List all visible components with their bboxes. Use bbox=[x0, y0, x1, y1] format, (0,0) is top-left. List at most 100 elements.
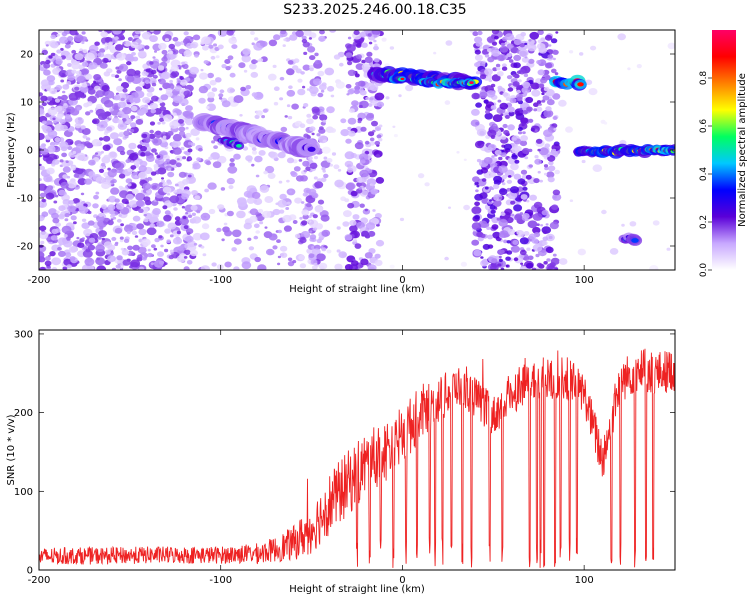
heatmap-blob bbox=[309, 126, 316, 132]
heatmap-blob bbox=[288, 85, 293, 89]
heatmap-blob bbox=[356, 221, 365, 229]
heatmap-blob bbox=[333, 164, 340, 170]
heatmap-blob bbox=[98, 120, 108, 129]
heatmap-blob bbox=[303, 133, 309, 138]
heatmap-blob bbox=[136, 257, 141, 261]
heatmap-blob bbox=[168, 50, 174, 55]
heatmap-blob bbox=[365, 222, 376, 230]
heatmap-blob bbox=[490, 209, 496, 214]
heatmap-blob bbox=[179, 217, 189, 226]
heatmap-blob bbox=[161, 177, 164, 180]
heatmap-blob bbox=[175, 162, 182, 168]
heatmap-blob bbox=[174, 183, 179, 187]
heatmap-blob bbox=[118, 63, 129, 72]
heatmap-blob bbox=[174, 216, 181, 221]
heatmap-blob bbox=[185, 212, 189, 215]
heatmap-blob bbox=[609, 248, 619, 255]
heatmap-blob bbox=[95, 191, 100, 195]
heatmap-blob bbox=[550, 38, 558, 44]
heatmap-blob bbox=[522, 213, 530, 219]
heatmap-blob bbox=[145, 68, 151, 73]
heatmap-blob bbox=[65, 84, 69, 87]
heatmap-blob bbox=[135, 86, 143, 92]
heatmap-blob bbox=[496, 71, 504, 77]
heatmap-blob bbox=[500, 42, 505, 47]
heatmap-blob bbox=[541, 209, 549, 216]
heatmap-blob bbox=[649, 265, 659, 270]
heatmap-blob bbox=[346, 93, 350, 96]
heatmap-blob bbox=[526, 199, 530, 203]
heatmap-blob bbox=[512, 81, 520, 87]
heatmap-blob bbox=[483, 99, 489, 104]
heatmap-blob bbox=[507, 175, 512, 178]
heatmap-blob bbox=[159, 117, 165, 122]
heatmap-blob bbox=[217, 44, 224, 50]
heatmap-blob bbox=[68, 92, 79, 101]
heatmap-blob bbox=[123, 40, 132, 47]
heatmap-blob bbox=[537, 30, 544, 35]
heatmap-blob bbox=[558, 99, 567, 107]
heatmap-blob bbox=[506, 250, 513, 255]
heatmap-blob bbox=[126, 68, 136, 77]
heatmap-blob bbox=[374, 259, 383, 267]
heatmap-blob bbox=[306, 202, 312, 208]
heatmap-blob bbox=[245, 85, 252, 90]
heatmap-blob bbox=[81, 237, 85, 240]
heatmap-blob bbox=[169, 234, 174, 238]
heatmap-blob bbox=[49, 251, 56, 257]
heatmap-blob bbox=[318, 35, 326, 42]
heatmap-blob bbox=[345, 182, 356, 191]
heatmap-blob bbox=[207, 182, 217, 190]
heatmap-blob bbox=[216, 227, 222, 233]
heatmap-blob bbox=[532, 226, 541, 234]
heatmap-blob bbox=[282, 214, 292, 223]
heatmap-blob bbox=[327, 85, 335, 92]
heatmap-blob bbox=[343, 210, 352, 218]
heatmap-blob bbox=[81, 82, 88, 88]
heatmap-blob bbox=[164, 228, 172, 234]
heatmap-blob bbox=[210, 55, 216, 60]
heatmap-blob bbox=[251, 147, 257, 151]
heatmap-blob bbox=[78, 206, 89, 214]
heatmap-blob bbox=[309, 234, 317, 240]
heatmap-blob bbox=[501, 182, 506, 186]
heatmap-blob bbox=[76, 236, 80, 240]
heatmap-blob bbox=[72, 150, 77, 155]
heatmap-blob bbox=[471, 206, 482, 215]
heatmap-blob bbox=[516, 230, 523, 236]
heatmap-blob bbox=[39, 266, 46, 270]
heatmap-blob bbox=[537, 39, 543, 44]
heatmap-blob bbox=[389, 264, 395, 269]
heatmap-blob bbox=[321, 146, 331, 154]
heatmap-blob bbox=[175, 188, 183, 195]
heatmap-blob bbox=[147, 252, 153, 258]
heatmap-blob bbox=[229, 162, 236, 167]
heatmap-blob bbox=[277, 199, 288, 208]
heatmap-blob bbox=[69, 256, 76, 261]
heatmap-blob bbox=[115, 264, 121, 269]
heatmap-blob bbox=[120, 223, 124, 227]
heatmap-blob bbox=[118, 173, 126, 179]
heatmap-blob bbox=[183, 266, 190, 270]
heatmap-blob bbox=[173, 95, 183, 104]
heatmap-blob bbox=[150, 69, 157, 75]
heatmap-blob bbox=[157, 121, 161, 125]
heatmap-blob bbox=[277, 151, 286, 159]
heatmap-blob bbox=[544, 34, 553, 41]
heatmap-blob bbox=[116, 218, 122, 223]
heatmap-blob bbox=[552, 116, 558, 120]
heatmap-blob bbox=[298, 159, 303, 162]
heatmap-blob bbox=[360, 258, 369, 266]
heatmap-blob bbox=[40, 148, 49, 155]
heatmap-blob bbox=[192, 163, 201, 170]
heatmap-blob bbox=[491, 74, 501, 82]
heatmap-blob bbox=[114, 227, 123, 234]
heatmap-blob bbox=[185, 105, 193, 112]
heatmap-blob bbox=[130, 105, 138, 112]
heatmap-blob bbox=[194, 53, 199, 58]
heatmap-blob bbox=[347, 126, 352, 131]
heatmap-blob bbox=[185, 235, 194, 243]
heatmap-blob bbox=[203, 60, 209, 65]
heatmap-blob bbox=[217, 30, 228, 37]
heatmap-blob bbox=[162, 135, 167, 139]
